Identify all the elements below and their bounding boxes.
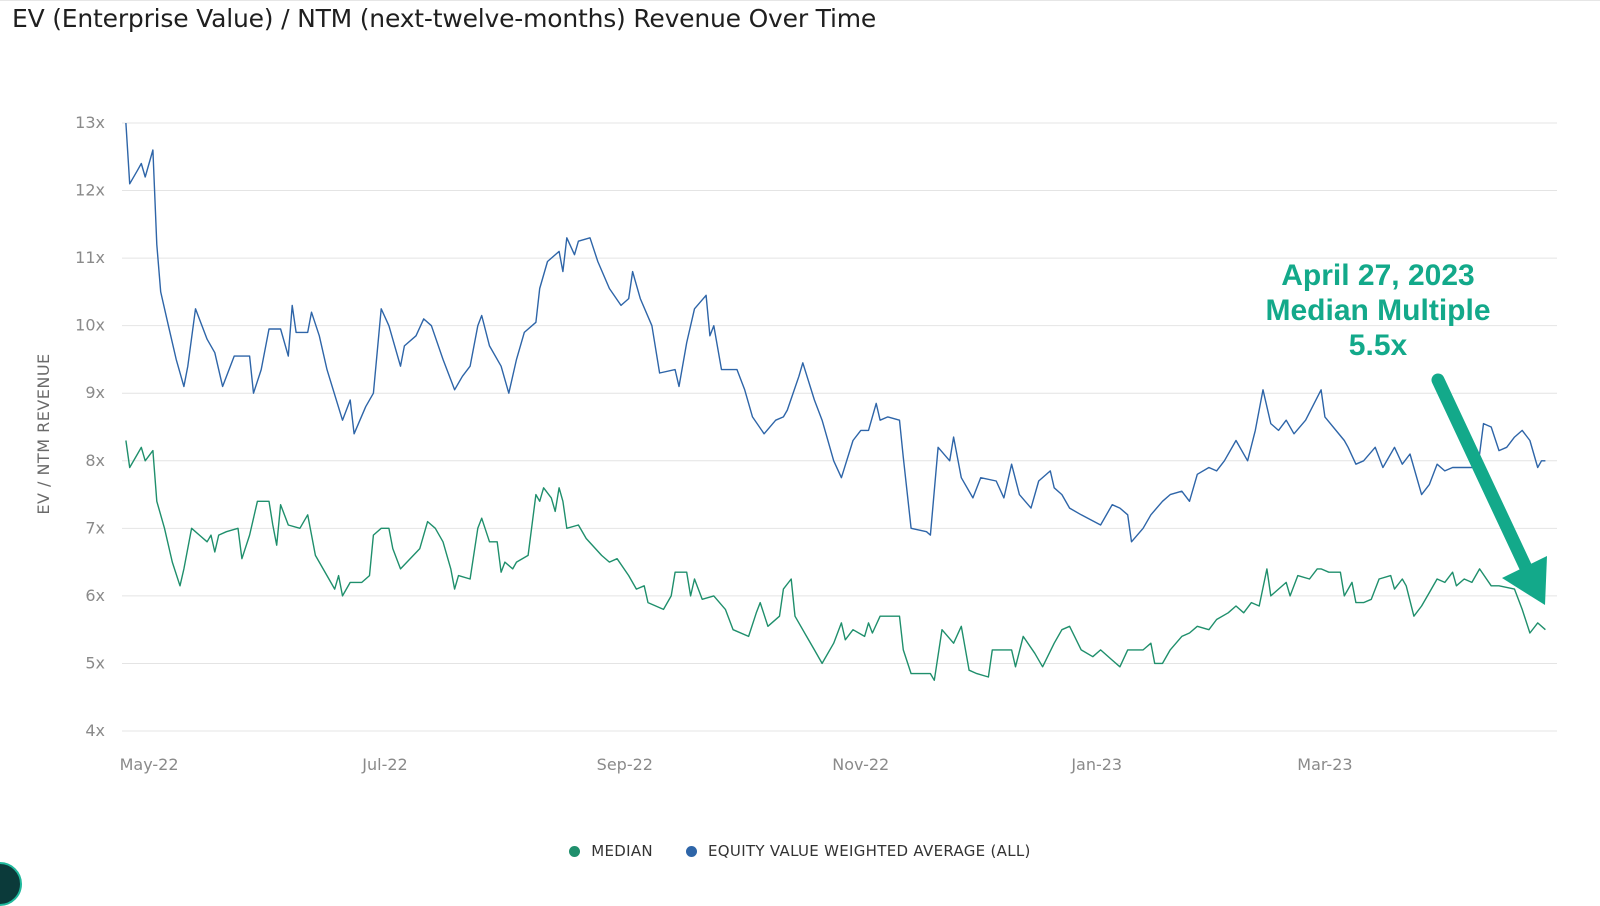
y-tick-label: 9x — [85, 383, 105, 402]
x-tick-label: May-22 — [120, 755, 179, 774]
series-line-weighted-average — [125, 122, 1546, 543]
annotation-date: April 27, 2023 — [1281, 259, 1475, 292]
annotation-label: Median Multiple — [1265, 294, 1491, 327]
y-tick-label: 13x — [75, 113, 105, 132]
y-tick-label: 12x — [75, 181, 105, 200]
y-axis-label: EV / NTM REVENUE — [34, 353, 53, 514]
x-tick-label: Mar-23 — [1297, 755, 1352, 774]
legend-marker-median — [569, 845, 581, 857]
y-tick-label: 5x — [85, 653, 105, 672]
series-lines — [125, 122, 1546, 681]
annotation-value: 5.5x — [1348, 329, 1408, 362]
legend-item-weighted-average[interactable]: EQUITY VALUE WEIGHTED AVERAGE (ALL) — [686, 842, 1031, 860]
y-tick-label: 4x — [85, 721, 105, 740]
chart-legend: MEDIAN EQUITY VALUE WEIGHTED AVERAGE (AL… — [0, 842, 1600, 861]
annotation-arrow — [1431, 373, 1547, 605]
y-tick-label: 11x — [75, 248, 105, 267]
x-tick-label: Jan-23 — [1070, 755, 1122, 774]
median-multiple-annotation: April 27, 2023 Median Multiple 5.5x — [1248, 258, 1508, 363]
x-tick-label: Sep-22 — [597, 755, 653, 774]
top-border — [0, 0, 1600, 1]
y-axis-ticks: 4x 5x 6x 7x 8x 9x 10x 11x 12x 13x — [75, 113, 105, 740]
y-tick-label: 7x — [85, 518, 105, 537]
x-axis-ticks: May-22 Jul-22 Sep-22 Nov-22 Jan-23 Mar-23 — [120, 755, 1353, 774]
x-tick-label: Jul-22 — [361, 755, 407, 774]
gridlines — [122, 122, 1557, 732]
y-tick-label: 6x — [85, 586, 105, 605]
chart-title: EV (Enterprise Value) / NTM (next-twelve… — [12, 4, 877, 33]
legend-item-median[interactable]: MEDIAN — [569, 842, 653, 860]
x-tick-label: Nov-22 — [832, 755, 889, 774]
series-line-median — [125, 440, 1546, 681]
legend-marker-weighted-average — [686, 845, 698, 857]
legend-label-median: MEDIAN — [591, 842, 653, 860]
y-tick-label: 10x — [75, 316, 105, 335]
y-tick-label: 8x — [85, 451, 105, 470]
legend-label-weighted-average: EQUITY VALUE WEIGHTED AVERAGE (ALL) — [708, 842, 1031, 860]
